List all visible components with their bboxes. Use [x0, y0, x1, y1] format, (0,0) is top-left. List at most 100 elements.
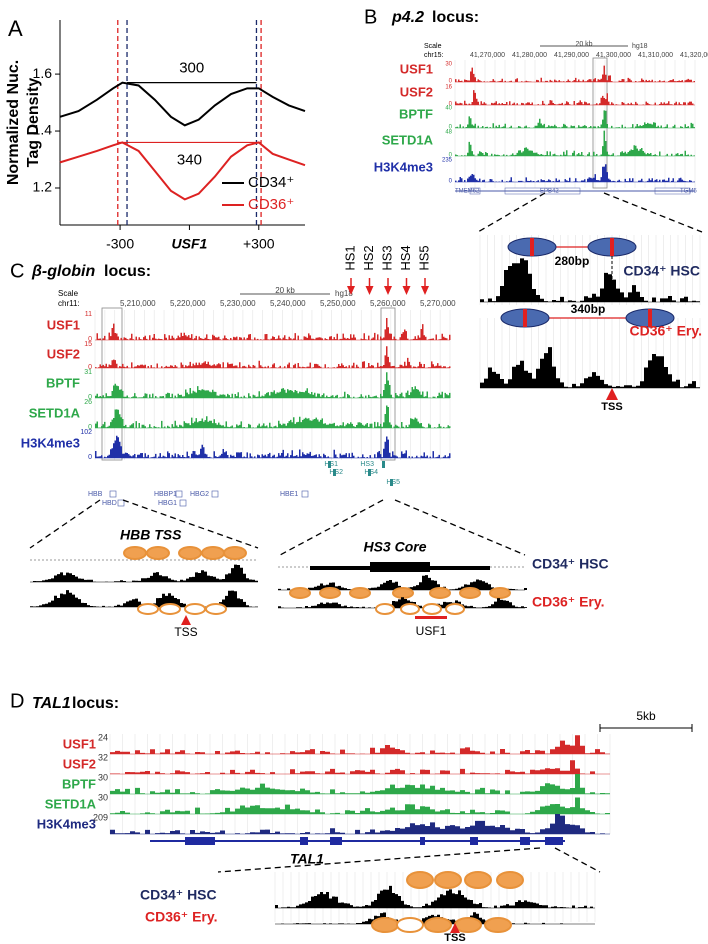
hs-annotation-label: HS1: [324, 461, 338, 468]
track-min: 0: [449, 79, 453, 85]
track-max: 31: [84, 369, 92, 376]
usf-site: [530, 238, 534, 256]
exon: [545, 837, 563, 845]
nucleosome: [496, 871, 524, 889]
exon: [469, 187, 481, 195]
core-region: [370, 562, 430, 572]
hs-annotation-mark: [382, 461, 385, 468]
nucleosome: [123, 546, 147, 560]
nucleosome: [459, 587, 481, 599]
zoom-guide: [29, 499, 101, 549]
nucleosome: [454, 917, 482, 933]
track-signal: [110, 814, 605, 834]
track-max: 32: [98, 752, 108, 762]
track-max: 48: [445, 130, 452, 136]
browser-coord: 5,270,000: [420, 299, 456, 308]
assembly: hg18: [335, 289, 353, 298]
track-min: 0: [88, 394, 92, 401]
track-label: SETD1A: [45, 796, 97, 811]
browser-scale: Scale: [424, 43, 442, 50]
usf-site: [610, 238, 614, 256]
zoom-guide: [603, 192, 703, 233]
nucleosome: [184, 603, 206, 615]
scalebar-label: 20 kb: [275, 286, 295, 295]
nucleosome: [400, 603, 420, 615]
hs-annotation-mark: [368, 469, 371, 476]
tss-arrow: [606, 388, 618, 400]
browser-coord: 41,280,000: [512, 52, 547, 59]
y-axis-label: Tag Density: [25, 78, 42, 168]
spacing-label: 280bp: [555, 254, 590, 268]
track-max: 30: [98, 772, 108, 782]
browser-scale: Scale: [58, 289, 79, 298]
y-tick-label: 1.4: [33, 122, 53, 138]
track-max: 16: [445, 85, 452, 91]
track-label: USF1: [47, 317, 80, 332]
x-tick-label: -300: [106, 236, 134, 252]
track-signal: [30, 590, 258, 607]
track-min: 0: [88, 454, 92, 461]
y-axis-label: Normalized Nuc.: [5, 60, 22, 185]
locus-suffix: locus:: [104, 263, 151, 280]
track-label: USF2: [63, 756, 96, 771]
gene-label: HBG2: [190, 491, 209, 498]
nucleosome: [146, 546, 170, 560]
nucleosome: [289, 587, 311, 599]
track-signal: [455, 164, 695, 182]
tss-arrow: [181, 615, 191, 625]
track-max: 30: [98, 792, 108, 802]
hs-annotation-label: HS5: [386, 479, 400, 486]
series-line: [59, 81, 306, 127]
nucleosome: [484, 917, 512, 933]
nucleosome: [159, 603, 181, 615]
tss-label: TSS: [174, 625, 197, 639]
scalebar-label: 5kb: [636, 709, 656, 723]
series-line: [59, 141, 306, 201]
exon: [420, 837, 425, 845]
nucleosome: [205, 603, 227, 615]
browser-coord: 5,260,000: [370, 299, 406, 308]
hs-arrow: [421, 286, 429, 295]
cell-label: CD34⁺ HSC: [532, 556, 609, 572]
cell-label: CD34⁺ HSC: [623, 263, 700, 279]
zoom-title: HBB TSS: [120, 527, 182, 543]
hs-annotation-label: HS4: [364, 469, 378, 476]
track-max: 30: [445, 62, 452, 68]
track-label: USF1: [400, 61, 433, 76]
hs-arrow: [365, 286, 374, 295]
exon: [179, 499, 187, 507]
zoom-guide: [394, 499, 526, 556]
exon: [470, 837, 478, 845]
panel-label: A: [8, 16, 23, 41]
y-tick-label: 1.2: [33, 179, 53, 195]
tss-label: TSS: [601, 401, 622, 413]
hs-arrow: [402, 286, 411, 295]
highlight-box: [592, 57, 608, 189]
track-label: H3K4me3: [21, 435, 80, 450]
track-signal: [95, 372, 451, 398]
browser-chrom: chr15:: [424, 52, 444, 59]
zoom-guide: [554, 847, 601, 873]
usf-site: [523, 309, 527, 327]
gene-label: HBE1: [280, 491, 298, 498]
track-max: 26: [84, 399, 92, 406]
exon: [211, 490, 219, 498]
highlight-box: [380, 307, 396, 461]
cell-label: CD34⁺ HSC: [140, 887, 217, 903]
locus-name: TAL1: [32, 695, 71, 712]
usf1-site: [415, 616, 447, 619]
nucleosome: [319, 587, 341, 599]
exon: [301, 490, 309, 498]
panel-label: B: [364, 6, 377, 28]
usf-site: [648, 309, 652, 327]
track-signal: [110, 774, 610, 794]
track-max: 15: [84, 341, 92, 348]
x-tick-label: +300: [243, 236, 275, 252]
motif-label: USF1: [416, 624, 447, 638]
gene-label: TGM5: [680, 189, 697, 195]
hs-arrow: [347, 286, 355, 295]
track-max: 11: [85, 311, 92, 318]
browser-coord: 41,300,000: [596, 52, 631, 59]
track-signal: [96, 318, 451, 340]
